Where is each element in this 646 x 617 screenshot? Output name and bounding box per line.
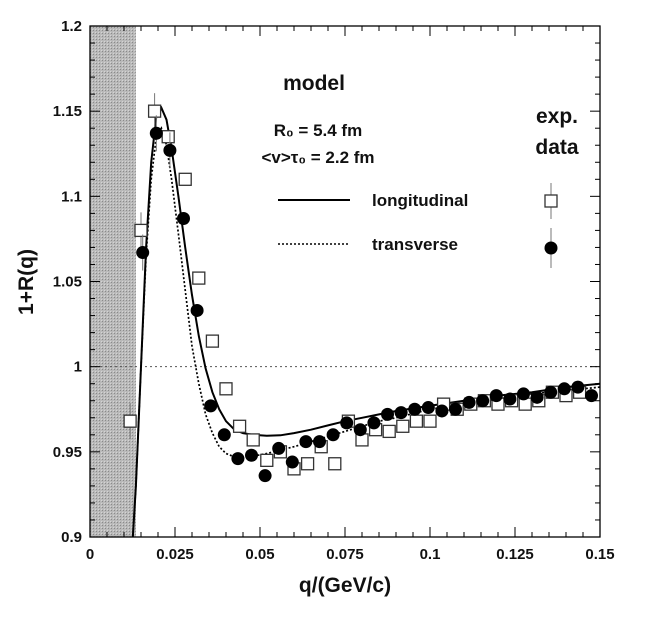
y-tick-label: 0.9 xyxy=(61,529,82,546)
data-point-square xyxy=(423,414,437,428)
data-point-circle xyxy=(503,392,517,406)
legend-marker-filled-circle xyxy=(544,241,558,255)
data-point-circle xyxy=(449,402,462,416)
data-point-square xyxy=(396,419,410,433)
exp-data-label-line2: data xyxy=(535,136,579,159)
data-point-circle xyxy=(217,428,231,442)
y-tick-label: 1.15 xyxy=(53,103,82,120)
data-point-circle xyxy=(149,126,163,140)
data-point-circle xyxy=(231,452,245,466)
x-tick-label: 0.125 xyxy=(496,546,534,563)
data-point-circle xyxy=(190,303,204,317)
y-tick-label: 0.95 xyxy=(53,444,82,461)
data-point-circle xyxy=(571,380,585,394)
data-point-square xyxy=(134,223,148,238)
data-point-circle xyxy=(381,407,394,421)
y-axis-title: 1+R(q) xyxy=(15,249,38,315)
x-tick-label: 0.15 xyxy=(585,546,614,563)
data-point-circle xyxy=(285,455,299,469)
data-point-square xyxy=(123,414,137,428)
legend-marker-open-square xyxy=(544,194,558,208)
data-point-square xyxy=(382,424,396,439)
data-point-circle xyxy=(530,390,544,404)
data-point-square xyxy=(300,457,315,471)
x-tick-label: 0.075 xyxy=(326,546,364,563)
data-point-circle xyxy=(245,448,258,462)
data-point-circle xyxy=(394,406,408,420)
model-curves xyxy=(131,105,600,537)
data-point-square xyxy=(161,130,175,144)
model-param-vtau: <v>τ₀ = 2.2 fm xyxy=(261,148,374,167)
x-tick-label: 0 xyxy=(86,546,94,563)
data-point-circle xyxy=(272,441,286,455)
data-point-circle xyxy=(435,404,449,418)
data-point-circle xyxy=(517,387,530,401)
y-tick-label: 1 xyxy=(74,359,82,376)
data-point-circle xyxy=(326,428,340,442)
data-point-circle xyxy=(299,435,313,449)
y-tick-label: 1.05 xyxy=(53,274,82,291)
model-param-r0: R₀ = 5.4 fm xyxy=(274,121,362,140)
data-point-circle xyxy=(177,211,190,225)
plot-frame xyxy=(89,25,601,538)
model-title: model xyxy=(283,72,345,95)
data-point-square xyxy=(178,172,192,186)
x-axis-title: q/(GeV/c) xyxy=(299,574,391,597)
data-point-circle xyxy=(462,395,476,409)
data-point-circle xyxy=(258,469,272,483)
data-point-square xyxy=(232,419,247,433)
data-point-square xyxy=(328,457,342,471)
y-tick-label: 1.1 xyxy=(61,188,82,205)
data-point-circle xyxy=(353,423,367,437)
legend: longitudinal transverse xyxy=(278,183,558,268)
legend-label-longitudinal: longitudinal xyxy=(372,191,468,210)
data-point-square xyxy=(409,414,424,428)
data-point-circle xyxy=(557,382,571,396)
data-point-circle xyxy=(367,416,381,430)
data-point-circle xyxy=(585,389,598,403)
axis-ticks xyxy=(89,25,601,538)
data-point-circle xyxy=(544,385,558,399)
data-points xyxy=(123,93,598,483)
data-point-circle xyxy=(421,401,435,415)
data-point-square xyxy=(147,104,162,118)
tick-labels: 0 0.025 0.05 0.075 0.1 0.125 0.15 0.9 0.95 1 1.05 1… xyxy=(53,18,615,563)
data-point-circle xyxy=(489,389,503,403)
data-point-circle xyxy=(163,143,177,157)
exp-data-label-line1: exp. xyxy=(536,105,578,128)
data-point-square xyxy=(246,433,260,447)
data-point-circle xyxy=(204,399,218,413)
data-point-square xyxy=(205,334,220,348)
data-point-square xyxy=(219,382,233,396)
data-point-square xyxy=(260,453,274,468)
data-point-circle xyxy=(136,246,150,260)
data-point-square xyxy=(192,271,206,285)
y-tick-label: 1.2 xyxy=(61,18,82,35)
data-point-circle xyxy=(476,394,490,408)
legend-label-transverse: transverse xyxy=(372,235,458,254)
x-tick-label: 0.05 xyxy=(245,546,274,563)
x-tick-label: 0.1 xyxy=(420,546,441,563)
x-tick-label: 0.025 xyxy=(156,546,194,563)
data-point-circle xyxy=(313,435,326,449)
data-point-circle xyxy=(340,416,354,430)
model-line-longitudinal xyxy=(131,105,600,537)
data-point-circle xyxy=(408,402,422,416)
